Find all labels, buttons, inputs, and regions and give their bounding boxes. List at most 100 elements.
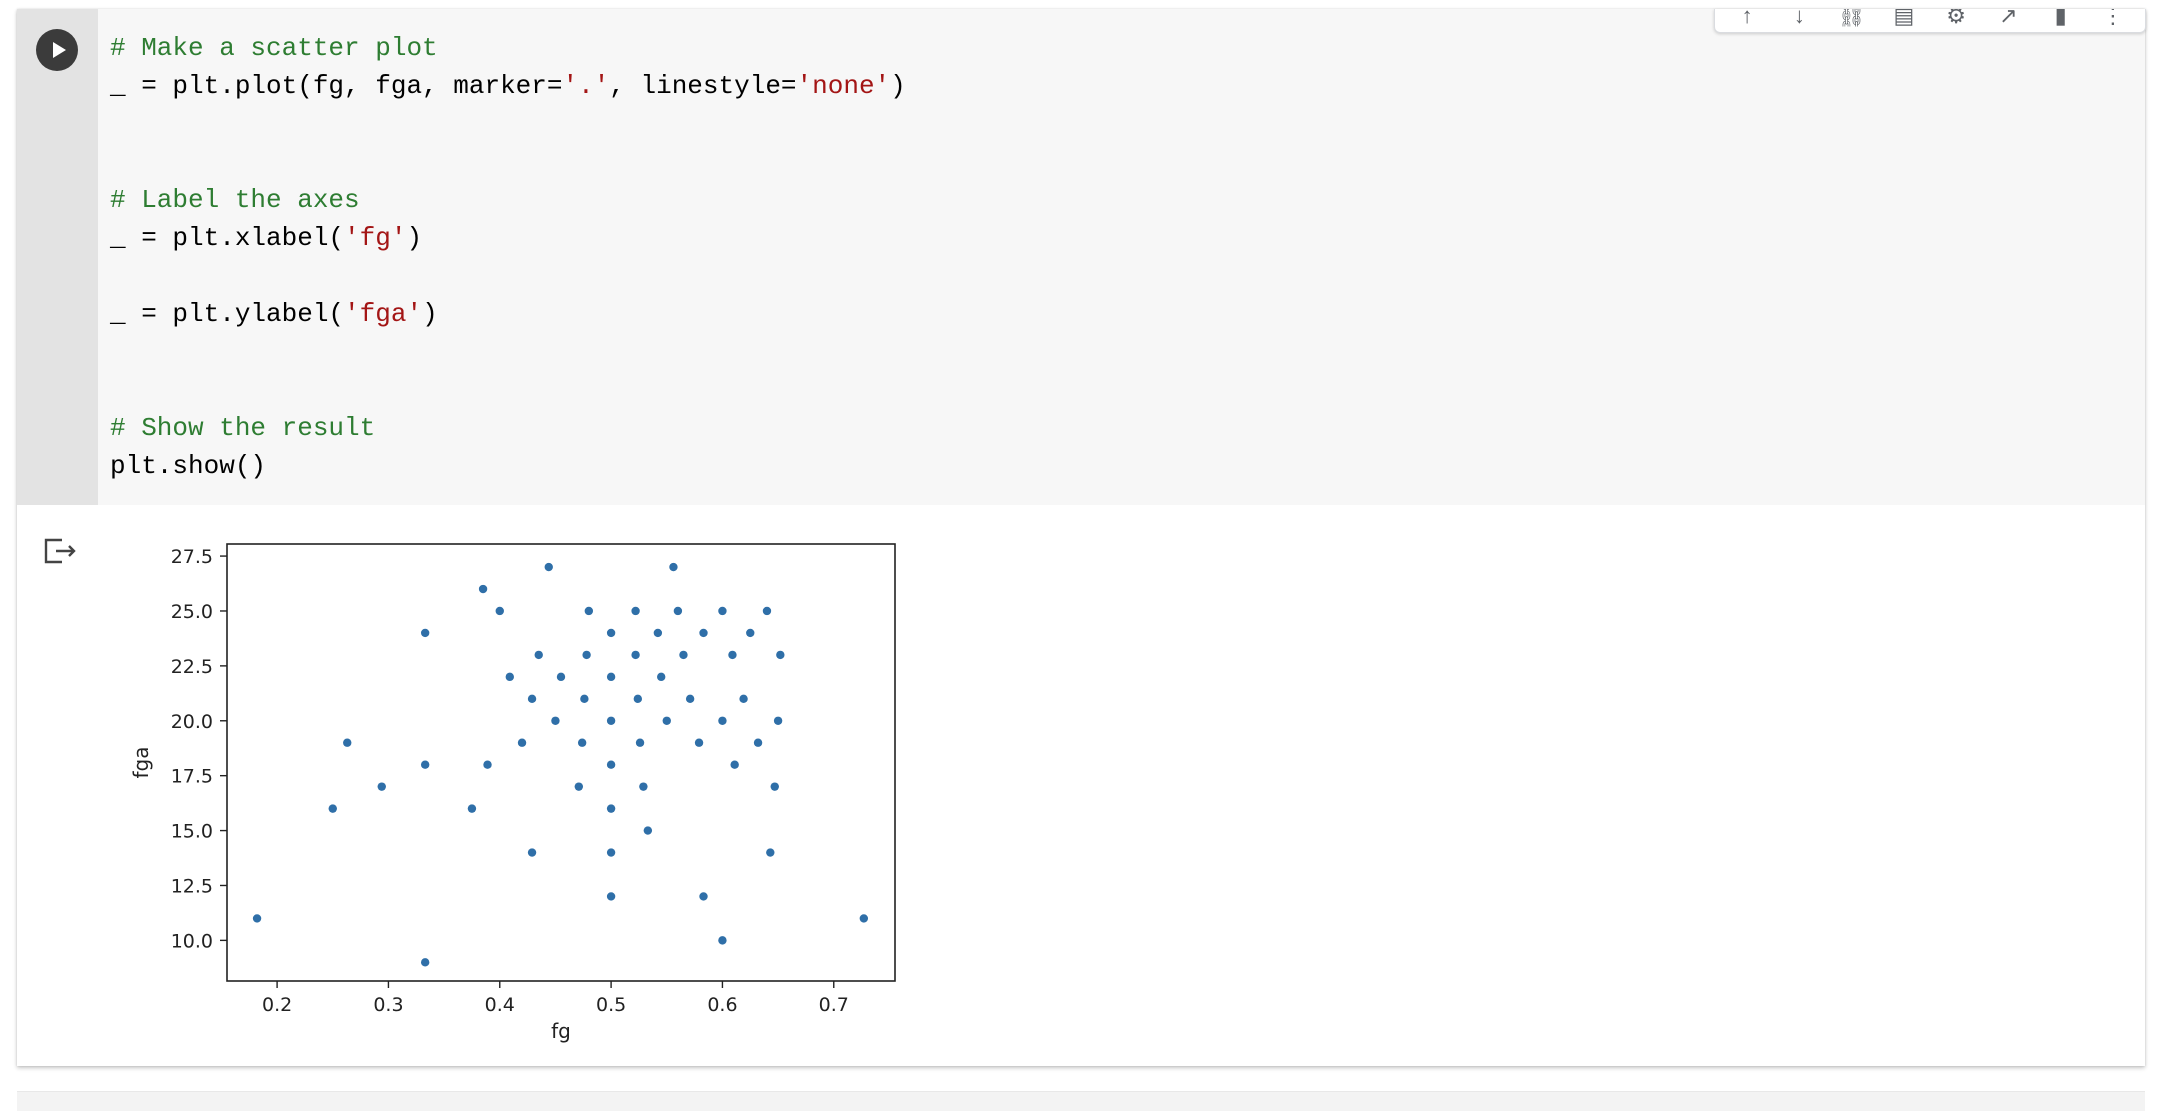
x-tick-label: 0.3 (373, 994, 403, 1016)
scatter-point (606, 804, 616, 813)
gear-icon[interactable]: ⚙ (1946, 9, 1966, 28)
more-options-icon[interactable]: ⋮ (2101, 9, 2124, 28)
scatter-point (694, 738, 704, 747)
code-token: ) (406, 223, 423, 253)
code-line: _ = plt.plot(fg, fga, marker='.', linest… (110, 67, 906, 105)
code-token: plt.show() (110, 451, 267, 481)
scatter-point (739, 694, 748, 704)
scatter-point (699, 628, 708, 638)
scatter-point (766, 848, 775, 857)
code-line (110, 143, 906, 181)
y-tick-label: 17.5 (171, 766, 213, 788)
code-line (110, 105, 906, 143)
scatter-point (746, 628, 755, 638)
next-cell[interactable] (17, 1091, 2145, 1111)
code-line: # Label the axes (110, 181, 906, 219)
scatter-point (577, 738, 587, 747)
scatter-point (728, 650, 737, 660)
scatter-point (467, 804, 477, 813)
x-tick-label: 0.2 (262, 994, 292, 1016)
scatter-point (420, 958, 430, 967)
cell-toolbar: ↑ ↓ ⛓ ▤ ⚙ ↗ ▮ ⋮ (1714, 9, 2146, 33)
scatter-plot: 0.2 0.3 0.4 0.5 0.6 0.7 10.0 12.5 15.0 17.5 20.0 22… (129, 543, 896, 1043)
scatter-point (483, 760, 492, 769)
code-token: # Make a scatter plot (110, 33, 438, 63)
scatter-point (252, 914, 262, 923)
scatter-point (606, 672, 616, 682)
scatter-point (662, 716, 671, 725)
code-token: 'fga' (344, 299, 423, 329)
code-line (110, 257, 906, 295)
scatter-point (556, 672, 566, 682)
scatter-point (685, 694, 695, 704)
code-token: _ = plt.plot(fg, fga, marker= (110, 71, 563, 101)
y-tick-label: 20.0 (171, 711, 213, 733)
code-line: _ = plt.xlabel('fg') (110, 219, 906, 257)
scatter-point (606, 760, 616, 769)
scatter-point (776, 650, 785, 660)
scatter-point (495, 606, 504, 616)
y-tick-label: 10.0 (171, 930, 213, 952)
scatter-point (631, 606, 640, 616)
run-cell-button[interactable] (36, 29, 78, 71)
scatter-point (606, 892, 616, 901)
code-token: # Show the result (110, 413, 376, 443)
scatter-point (657, 672, 666, 682)
scatter-point (420, 760, 430, 769)
scatter-point (420, 628, 430, 638)
code-token: # Label the axes (110, 185, 360, 215)
scatter-point (527, 694, 537, 704)
scatter-point (580, 694, 589, 704)
comment-icon[interactable]: ▤ (1893, 9, 1915, 28)
output-icon[interactable] (42, 531, 78, 567)
scatter-point (718, 716, 727, 725)
code-text[interactable]: # Make a scatter plot _ = plt.plot(fg, fg… (110, 29, 906, 485)
scatter-point (718, 936, 727, 945)
scatter-point (653, 628, 663, 638)
code-line (110, 333, 906, 371)
scatter-point (551, 716, 560, 725)
scatter-point (718, 606, 727, 616)
cell-gutter (17, 9, 98, 505)
code-line: plt.show() (110, 447, 906, 485)
scatter-point (606, 628, 616, 638)
scatter-point (639, 782, 648, 791)
scatter-point (505, 672, 514, 682)
code-token: 'none' (796, 71, 891, 101)
scatter-point (584, 606, 594, 616)
scatter-point (544, 562, 553, 572)
code-token: _ = plt.ylabel( (110, 299, 345, 329)
x-tick-label: 0.7 (819, 994, 849, 1016)
y-tick-label: 27.5 (171, 546, 213, 568)
scatter-point (633, 694, 643, 704)
y-tick-label: 22.5 (171, 656, 213, 678)
scatter-point (699, 892, 708, 901)
code-token: '.' (562, 71, 610, 101)
code-token: , linestyle= (609, 71, 797, 101)
scatter-point (527, 848, 537, 857)
link-icon[interactable]: ⛓ (1837, 9, 1866, 28)
open-in-tab-icon[interactable]: ↗ (1999, 9, 2018, 28)
scatter-point (679, 650, 688, 660)
scatter-point (859, 914, 869, 923)
scatter-point (730, 760, 739, 769)
code-token: ) (890, 71, 906, 101)
move-down-icon[interactable]: ↓ (1793, 9, 1805, 28)
scatter-point (773, 716, 783, 725)
y-tick-label: 25.0 (171, 601, 213, 623)
scatter-point (343, 738, 352, 747)
code-token: 'fg' (344, 223, 407, 253)
delete-icon[interactable]: ▮ (2054, 9, 2067, 28)
code-line: # Show the result (110, 409, 906, 447)
y-tick-label: 12.5 (171, 875, 213, 897)
code-line (110, 371, 906, 409)
code-cell[interactable]: # Make a scatter plot _ = plt.plot(fg, fg… (17, 9, 2146, 1066)
scatter-point (770, 782, 779, 791)
scatter-point (574, 782, 584, 791)
scatter-point (377, 782, 386, 791)
scatter-point (582, 650, 591, 660)
move-up-icon[interactable]: ↑ (1741, 9, 1753, 28)
code-line: # Make a scatter plot (110, 29, 906, 67)
scatter-point (478, 584, 488, 594)
code-editor[interactable]: # Make a scatter plot _ = plt.plot(fg, fg… (17, 9, 2145, 505)
